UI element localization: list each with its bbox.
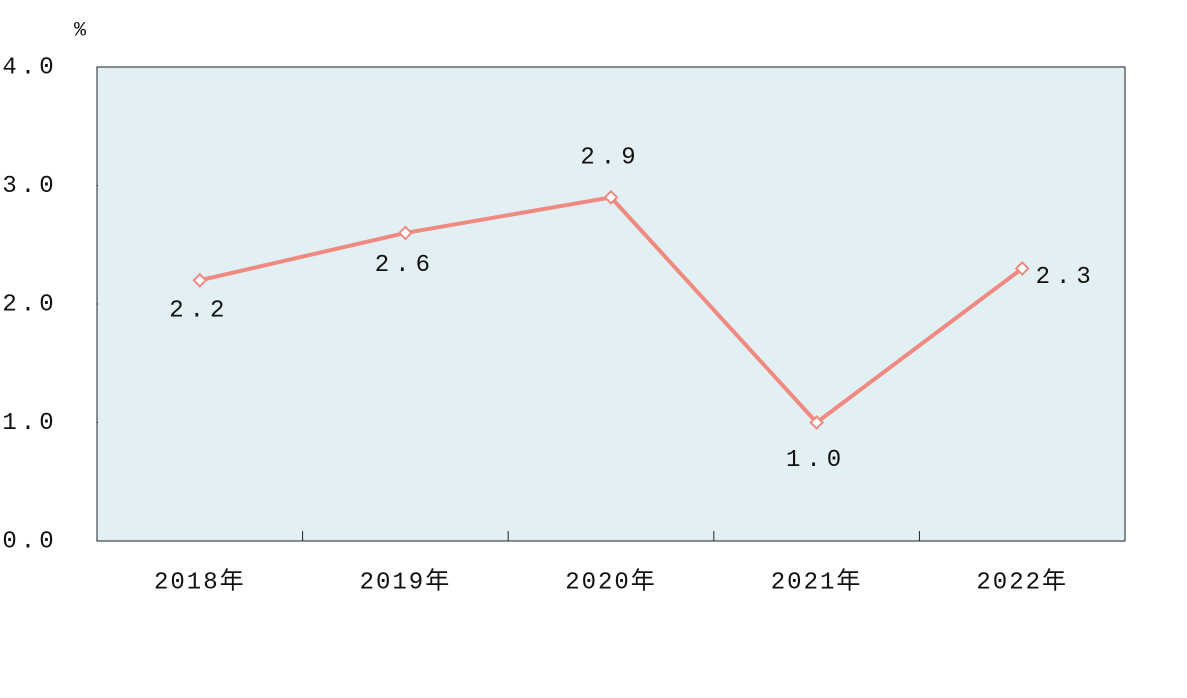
- plot-area: [96, 66, 1126, 542]
- y-tick-label: 3.0: [2, 173, 57, 200]
- data-label: 2.3: [1036, 264, 1097, 291]
- x-tick-label: 2020年: [565, 567, 657, 596]
- data-label: 2.6: [375, 252, 436, 279]
- x-tick-label: 2021年: [771, 567, 863, 596]
- y-tick-label: 4.0: [2, 54, 57, 81]
- data-label: 2.2: [169, 298, 230, 325]
- data-label: 2.9: [580, 145, 641, 172]
- marker: [1014, 261, 1030, 276]
- y-tick-label: 2.0: [2, 291, 57, 318]
- y-axis-label: %: [74, 19, 87, 42]
- marker: [397, 225, 413, 241]
- y-tick-label: 0.0: [2, 528, 57, 555]
- x-tick-label: 2019年: [360, 567, 452, 596]
- data-label: 1.0: [786, 447, 847, 474]
- y-tick-label: 1.0: [2, 410, 57, 437]
- x-tick-label: 2018年: [154, 567, 246, 596]
- marker: [809, 415, 825, 430]
- marker: [603, 189, 619, 205]
- x-tick-label: 2022年: [976, 567, 1068, 596]
- marker: [192, 272, 208, 288]
